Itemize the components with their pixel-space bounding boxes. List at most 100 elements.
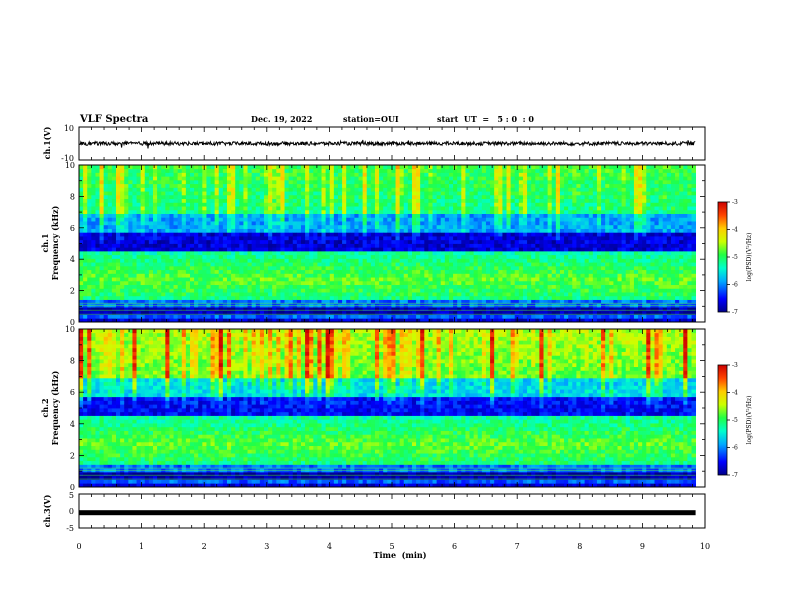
spectrogram-cell [448,288,454,293]
spectrogram-cell [214,262,220,267]
spectrogram-cell [87,254,92,259]
spectrogram-cell [305,258,310,263]
spectrogram-cell [284,209,290,214]
spectrogram-cell [194,239,199,244]
spectrogram-cell [383,295,388,300]
spectrogram-cell [498,247,503,252]
spectrogram-cell [161,176,166,181]
spectrogram-cell [144,318,150,323]
spectrogram-cell [481,288,487,293]
spectrogram-cell [288,191,294,196]
spectrogram-cell [432,206,438,211]
spectrogram-cell [91,239,96,244]
spectrogram-cell [551,254,557,259]
spectrogram-cell [383,194,388,200]
spectrogram-cell [305,206,310,211]
spectrogram-cell [321,236,327,241]
spectrogram-cell [444,172,450,177]
spectrogram-cell [432,299,438,304]
spectrogram-cell [83,243,88,248]
spectrogram-cell [288,280,294,286]
spectrogram-cell [251,172,257,177]
spectrogram-cell [461,273,466,278]
spectrogram-cell [383,198,388,203]
spectrogram-cell [436,284,442,289]
spectrogram-cell [268,284,273,289]
spectrogram-cell [453,183,458,188]
spectrogram-cell [469,236,475,241]
spectrogram-cell [374,288,380,293]
spectrogram-cell [350,202,355,207]
spectrogram-cell [165,206,170,211]
spectrogram-cell [358,314,364,319]
spectrogram-cell [300,228,306,233]
spectrogram-cell [144,206,150,211]
spectrogram-cell [358,179,364,185]
spectrogram-cell [440,183,446,188]
spectrogram-cell [214,202,220,207]
spectrogram-cell [214,187,220,192]
spectrogram-cell [539,310,544,315]
spectrogram-cell [116,292,121,297]
spectrogram-cell [292,258,298,263]
spectrogram-cell [440,236,446,241]
spectrogram-cell [91,194,96,200]
spectrogram-cell [161,191,166,196]
spectrogram-cell [387,179,392,185]
spectrogram-cell [506,295,512,300]
spectrogram-cell [161,310,166,315]
spectrogram-cell [148,265,154,271]
spectrogram-cell [325,310,331,315]
spectrogram-cell [194,168,199,173]
spectrogram-cell [342,179,347,185]
spectrogram-cell [165,239,170,244]
spectrogram-cell [469,288,475,293]
spectrogram-cell [206,198,211,203]
spectrogram-cell [350,262,355,267]
spectrogram-cell [485,179,491,185]
spectrogram-cell [218,250,224,256]
spectrogram-cell [276,194,281,200]
spectrogram-cell [547,288,553,293]
spectrogram-cell [366,262,372,267]
spectrogram-cell [222,221,228,226]
spectrogram-cell [424,284,429,289]
spectrogram-cell [354,191,359,196]
spectrogram-cell [243,243,248,248]
spectrogram-cell [391,288,396,293]
spectrogram-cell [309,179,314,185]
spectrogram-cell [124,232,129,237]
spectrogram-cell [206,258,211,263]
spectrogram-cell [268,172,273,177]
spectrogram-cell [420,284,425,289]
spectrogram-cell [157,314,162,319]
spectrogram-cell [107,198,113,203]
spectrogram-cell [395,217,401,222]
spectrogram-cell [428,295,433,300]
spectrogram-cell [87,217,92,222]
spectrogram-cell [103,172,109,177]
spectrogram-cell [300,176,306,181]
spectrogram-cell [247,209,253,214]
spectrogram-cell [300,288,306,293]
spectrogram-cell [465,179,470,185]
spectrogram-cell [202,247,207,252]
spectrogram-cell [148,194,154,200]
spectrogram-cell [222,198,228,203]
spectrogram-cell [337,265,343,271]
spectrogram-cell [370,318,376,323]
spectrogram-cell [95,191,100,196]
spectrogram-cell [300,224,306,229]
spectrogram-cell [148,273,154,278]
spectrogram-cell [527,250,532,256]
spectrogram-cell [329,168,335,173]
spectrogram-cell [255,236,261,241]
spectrogram-cell [535,179,540,185]
spectrogram-cell [432,232,438,237]
spectrogram-cell [284,168,290,173]
spectrogram-cell [222,258,228,263]
spectrogram-cell [366,265,372,271]
spectrogram-cell [547,262,553,267]
spectrogram-cell [321,179,327,185]
spectrogram-cell [243,202,248,207]
